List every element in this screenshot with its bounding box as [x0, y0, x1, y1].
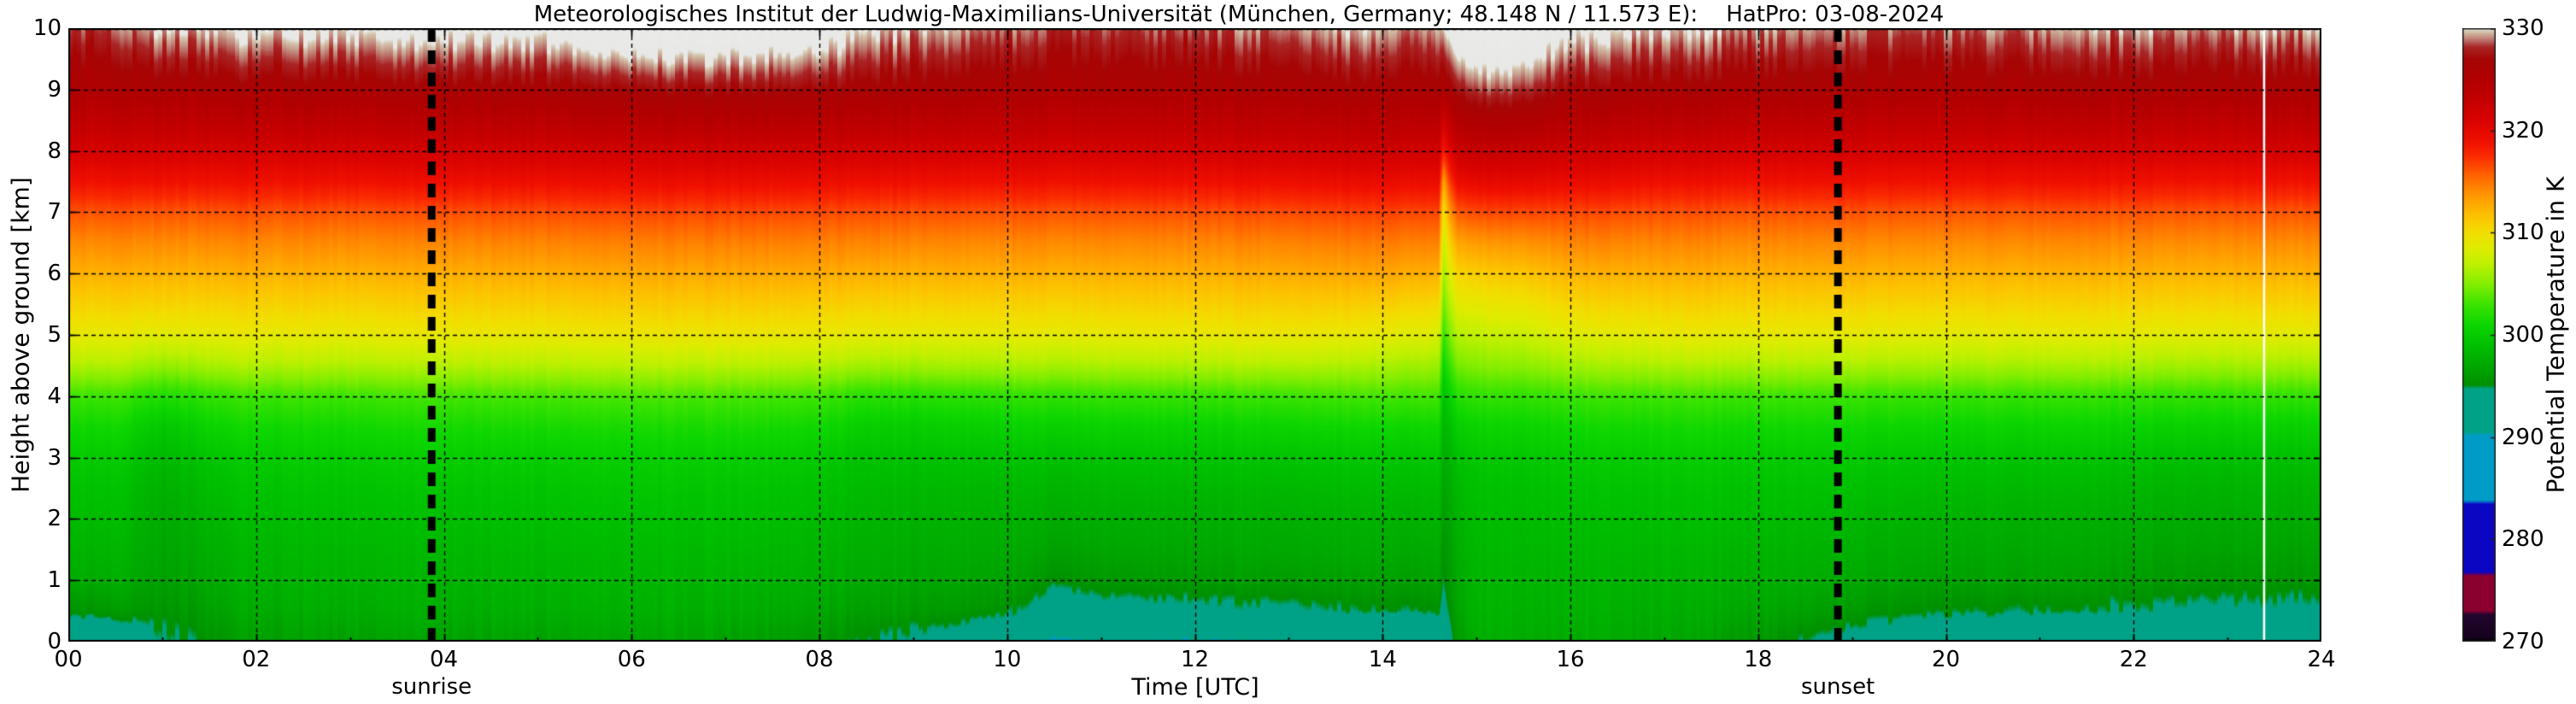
y-tick-label: 5	[47, 322, 62, 348]
colorbar-tick-label: 290	[2502, 424, 2544, 450]
x-tick-label: 02	[242, 647, 271, 672]
x-tick-label: 10	[993, 647, 1022, 672]
x-tick-label: 14	[1368, 647, 1397, 672]
x-tick-label: 04	[429, 647, 459, 672]
x-tick-label: 18	[1744, 647, 1773, 672]
colorbar-canvas	[2462, 28, 2496, 642]
y-tick-label: 10	[32, 15, 62, 41]
chart-title: Meteorologisches Institut der Ludwig-Max…	[533, 2, 1945, 27]
colorbar-tick-label: 270	[2502, 629, 2544, 654]
x-tick-label: 12	[1180, 647, 1210, 672]
y-tick-label: 8	[47, 138, 62, 164]
x-tick-label: 06	[617, 647, 646, 672]
x-tick-label: 22	[2119, 647, 2148, 672]
y-tick-label: 7	[47, 199, 62, 226]
x-tick-label: 20	[1931, 647, 1961, 672]
x-tick-label: 00	[54, 647, 83, 672]
y-axis-label: Height above ground [km]	[6, 177, 35, 493]
y-tick-label: 9	[47, 76, 62, 103]
heatmap-canvas	[68, 28, 2321, 642]
colorbar-tick-label: 310	[2502, 220, 2544, 246]
y-tick-label: 1	[47, 567, 62, 594]
y-tick-label: 0	[47, 629, 62, 654]
y-tick-label: 4	[47, 383, 62, 409]
colorbar-tick-label: 330	[2502, 15, 2544, 41]
x-tick-label: 08	[805, 647, 834, 672]
colorbar-tick-label: 320	[2502, 117, 2544, 144]
sunrise-label: sunrise	[391, 674, 472, 700]
x-axis-label: Time [UTC]	[1131, 674, 1259, 701]
y-tick-label: 6	[47, 261, 62, 287]
sunset-label: sunset	[1801, 674, 1875, 700]
colorbar-tick-label: 280	[2502, 526, 2544, 553]
x-tick-label: 24	[2307, 647, 2336, 672]
y-tick-label: 3	[47, 444, 62, 471]
colorbar-label: Potential Temperature in K	[2541, 176, 2570, 494]
colorbar-tick-label: 300	[2502, 322, 2544, 348]
x-tick-label: 16	[1556, 647, 1585, 672]
y-tick-label: 2	[47, 506, 62, 532]
